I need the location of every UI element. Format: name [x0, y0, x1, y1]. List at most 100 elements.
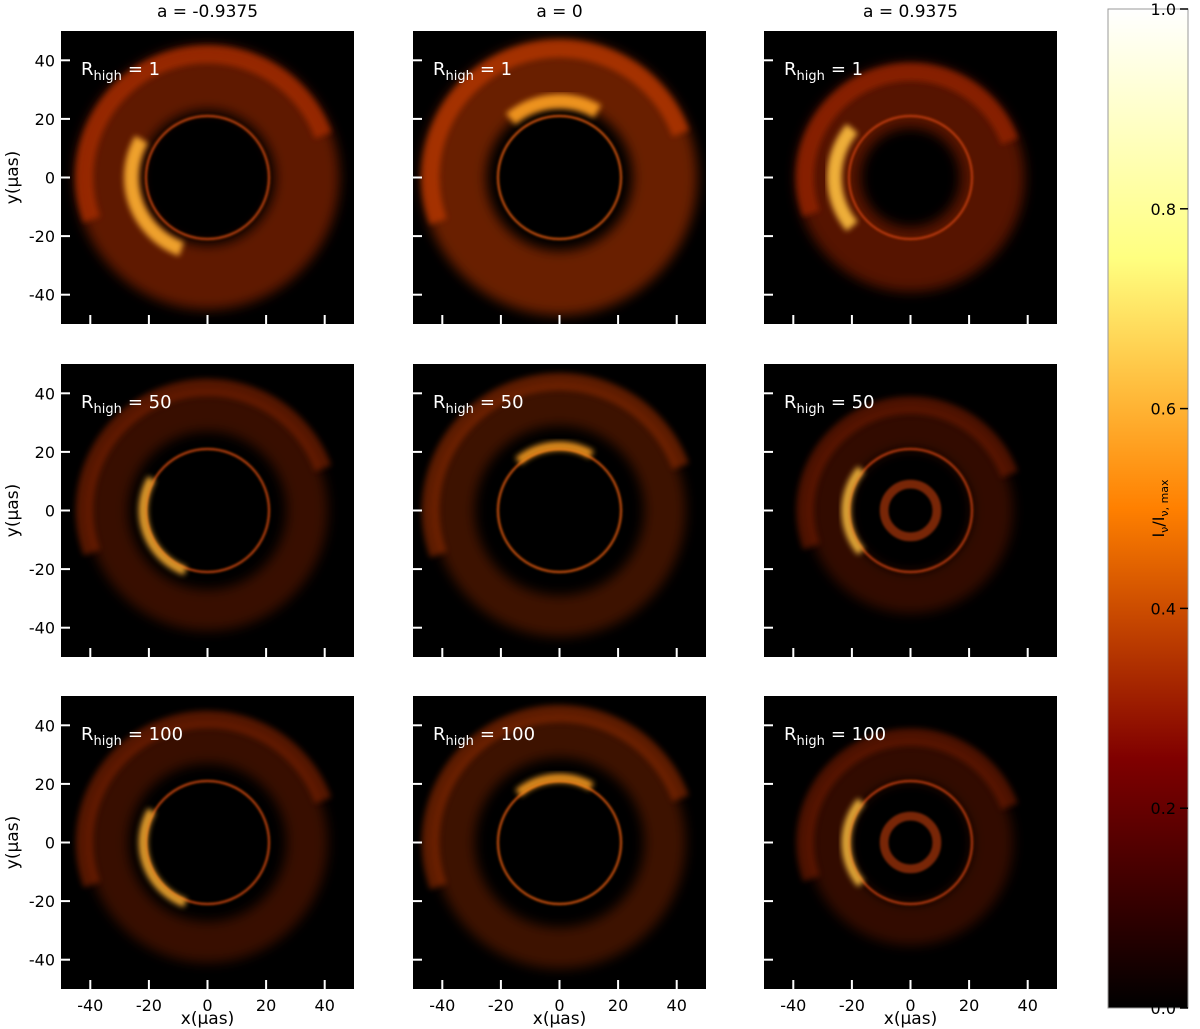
colorbar [1107, 8, 1189, 1009]
x-tick-label: 40 [1018, 996, 1038, 1015]
label-symbol: R [784, 392, 797, 413]
label-symbol: R [784, 724, 797, 745]
x-tick-label: -40 [429, 996, 455, 1015]
label-symbol: R [81, 59, 94, 80]
y-tick-label: -20 [29, 892, 55, 911]
label-subscript: high [94, 402, 122, 417]
label-symbol: R [81, 724, 94, 745]
bright-arc [827, 123, 858, 232]
y-tick-label: 40 [35, 51, 55, 70]
bright-arc [505, 94, 602, 125]
x-tick-label: 20 [256, 996, 276, 1015]
label-subscript: high [94, 69, 122, 84]
panel-label: Rhigh = 50 [81, 392, 172, 417]
x-tick-label: 0 [554, 996, 564, 1015]
panel-label: Rhigh = 100 [81, 724, 183, 749]
label-value: = 1 [128, 59, 160, 80]
panel-label: Rhigh = 50 [433, 392, 524, 417]
bright-arc [841, 798, 865, 887]
column-title: a = 0 [536, 2, 582, 22]
emission-swirl [421, 705, 689, 890]
panel-label: Rhigh = 1 [81, 59, 160, 84]
emission-halo [807, 739, 1014, 946]
bright-arc [124, 135, 185, 256]
colorbar-tick-label: 0.2 [1151, 799, 1176, 818]
x-axis-label: x(μas) [533, 1009, 586, 1029]
x-tick-label: 20 [959, 996, 979, 1015]
image-panel [764, 696, 1057, 989]
y-tick-label: -40 [29, 286, 55, 305]
bright-arc [515, 441, 594, 465]
label-text: /I [1149, 517, 1168, 527]
label-subscript: high [94, 734, 122, 749]
photon-ring [144, 114, 271, 241]
panel-label: Rhigh = 100 [433, 724, 535, 749]
image-panel [61, 696, 354, 989]
y-tick-label: 0 [45, 502, 55, 521]
emission-swirl [75, 378, 332, 556]
colorbar-tick-label: 0.4 [1151, 599, 1176, 618]
bright-arc [841, 466, 865, 555]
image-panel [764, 31, 1057, 324]
label-symbol: R [433, 392, 446, 413]
label-subscript: high [797, 402, 825, 417]
panel-label: Rhigh = 50 [784, 392, 875, 417]
x-tick-label: 20 [608, 996, 628, 1015]
image-panel [61, 31, 354, 324]
x-axis-label: x(μas) [884, 1009, 937, 1029]
colorbar-tick-label: 0.0 [1151, 999, 1176, 1018]
colorbar-label: Iν/Iν, max [1149, 479, 1171, 538]
label-symbol: R [784, 59, 797, 80]
y-tick-label: -40 [29, 951, 55, 970]
y-tick-label: -40 [29, 619, 55, 638]
label-symbol: R [433, 59, 446, 80]
emission-halo [807, 407, 1014, 614]
label-subscript: high [446, 402, 474, 417]
y-tick-label: 0 [45, 169, 55, 188]
x-tick-label: -20 [839, 996, 865, 1015]
label-subscript: high [797, 69, 825, 84]
bright-arc [138, 808, 188, 908]
colorbar-tick-label: 0.6 [1151, 400, 1176, 419]
emission-halo [87, 390, 328, 631]
x-tick-label: -40 [77, 996, 103, 1015]
y-tick-label: 20 [35, 775, 55, 794]
y-axis-label: y(μas) [3, 151, 23, 204]
label-value: = 100 [128, 724, 183, 745]
label-value: = 50 [128, 392, 172, 413]
column-title: a = -0.9375 [157, 2, 258, 22]
emission-swirl [421, 373, 689, 558]
label-value: = 100 [831, 724, 886, 745]
y-tick-label: 0 [45, 834, 55, 853]
label-symbol: R [433, 724, 446, 745]
label-text: I [1149, 533, 1168, 538]
emission-halo [421, 39, 698, 316]
column-title: a = 0.9375 [863, 2, 958, 22]
label-symbol: R [81, 392, 94, 413]
panel-label: Rhigh = 1 [784, 59, 863, 84]
photon-ring [847, 114, 974, 241]
label-value: = 1 [831, 59, 863, 80]
emission-swirl [796, 63, 1018, 217]
x-tick-label: 40 [315, 996, 335, 1015]
y-tick-label: 20 [35, 443, 55, 462]
x-tick-label: 40 [667, 996, 687, 1015]
image-panel [61, 364, 354, 657]
label-subscript: high [446, 734, 474, 749]
label-value: = 50 [831, 392, 875, 413]
x-tick-label: 0 [202, 996, 212, 1015]
bright-arc [515, 773, 594, 797]
emission-halo [433, 716, 686, 969]
colorbar-tick-label: 1.0 [1151, 0, 1176, 19]
image-panel [413, 696, 706, 989]
emission-swirl [796, 396, 1018, 550]
emission-halo [433, 384, 686, 637]
y-tick-label: -20 [29, 227, 55, 246]
x-tick-label: -20 [488, 996, 514, 1015]
emission-swirl [796, 728, 1018, 882]
y-tick-label: 40 [35, 716, 55, 735]
label-value: = 1 [480, 59, 512, 80]
emission-swirl [75, 45, 332, 223]
x-axis-label: x(μas) [181, 1009, 234, 1029]
